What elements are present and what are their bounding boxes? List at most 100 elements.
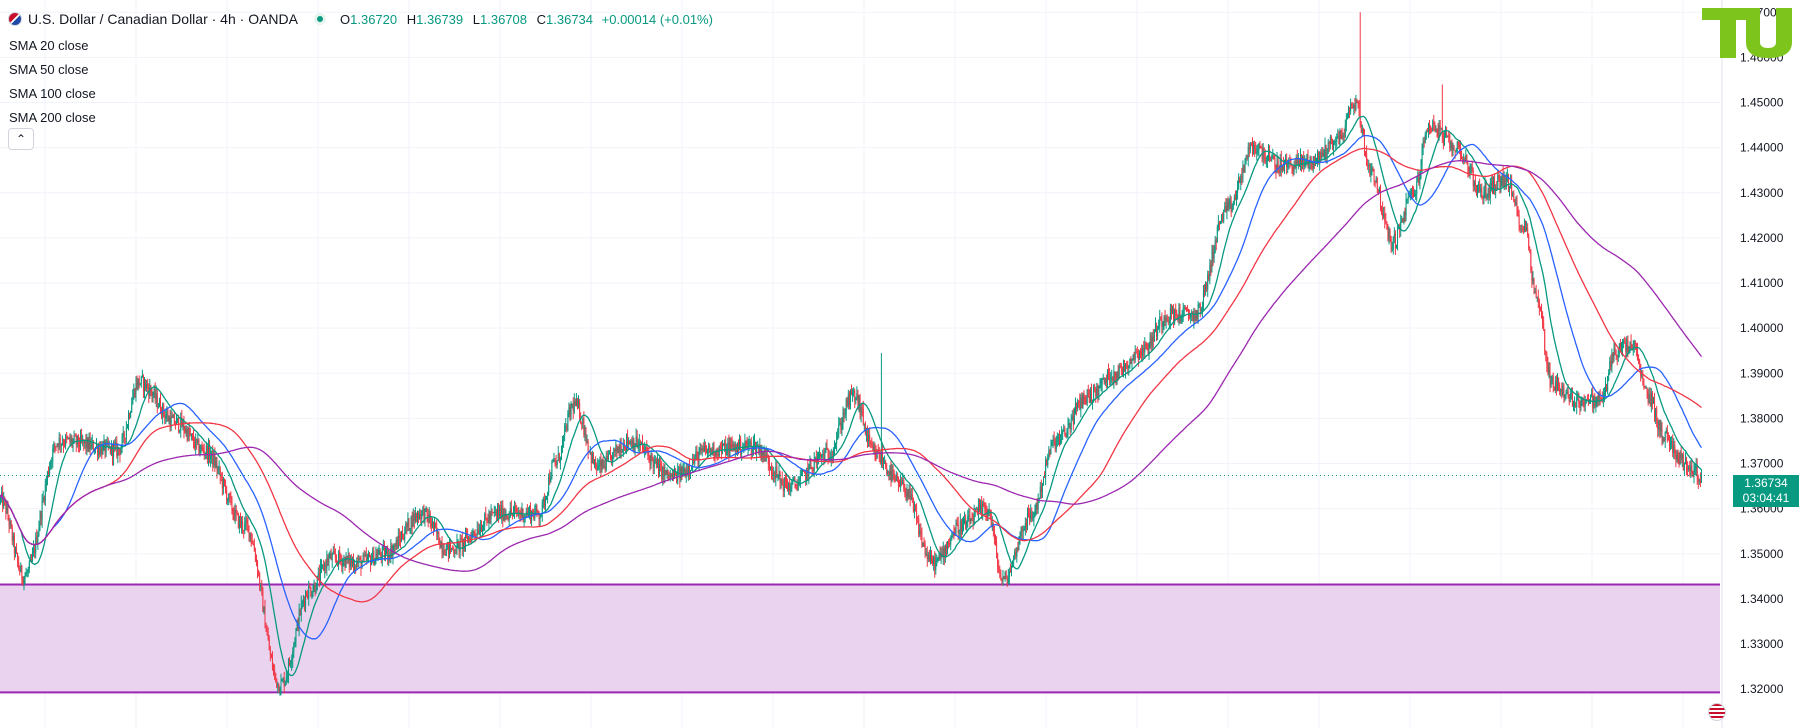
candle-body	[1688, 466, 1690, 470]
candle-body	[417, 512, 419, 519]
candle-body	[1133, 354, 1135, 360]
candle-body	[726, 451, 728, 456]
candle-body	[590, 451, 592, 464]
candle-body	[244, 523, 246, 531]
market-status-icon[interactable]	[314, 13, 326, 25]
candle-body	[164, 414, 166, 419]
candle-body	[1340, 131, 1342, 135]
candle-body	[881, 452, 883, 464]
candle-body	[1517, 208, 1519, 215]
candle-body	[1319, 152, 1321, 163]
candle-body	[1571, 393, 1573, 407]
candle-body	[1591, 393, 1593, 396]
candle-body	[1207, 274, 1209, 290]
candle-body	[1307, 154, 1309, 166]
candle-body	[1238, 178, 1240, 189]
candle-body	[1619, 343, 1621, 351]
symbol-title[interactable]: U.S. Dollar / Canadian Dollar · 4h · OAN…	[28, 11, 298, 27]
candle-body	[1672, 441, 1674, 453]
candle-body	[1224, 206, 1226, 210]
candle-body	[314, 584, 316, 593]
candle-body	[1424, 134, 1426, 144]
candle-body	[1561, 389, 1563, 395]
candle-body	[351, 560, 353, 564]
candle-body	[1205, 283, 1207, 291]
candle-body	[348, 555, 350, 566]
candle-body	[938, 552, 940, 558]
candle-body	[782, 484, 784, 491]
candle-body	[19, 568, 21, 573]
indicator-sma-50[interactable]: SMA 50 close	[9, 58, 96, 82]
candle-body	[675, 471, 677, 475]
candle-body	[1215, 240, 1217, 243]
candle-body	[211, 450, 213, 456]
candle-body	[740, 438, 742, 454]
candle-body	[328, 557, 330, 563]
chevron-up-icon: ⌃	[15, 132, 27, 146]
candle-body	[878, 451, 880, 459]
candle-body	[361, 562, 363, 569]
candle-body	[643, 447, 645, 451]
candle-body	[572, 404, 574, 412]
candle-body	[1337, 135, 1339, 137]
candle-body	[45, 480, 47, 485]
candle-body	[658, 460, 660, 475]
candle-body	[285, 677, 287, 682]
candle-body	[1505, 178, 1507, 187]
candle-body	[942, 548, 944, 557]
candle-body	[1271, 158, 1273, 160]
candle-body	[980, 503, 982, 510]
indicator-sma-200[interactable]: SMA 200 close	[9, 106, 96, 130]
price-axis[interactable]: 1.470001.460001.450001.440001.430001.420…	[1721, 0, 1800, 728]
candle-body	[1419, 173, 1421, 184]
candle-body	[276, 678, 278, 688]
candle-body	[774, 472, 776, 479]
candle-body	[197, 439, 199, 443]
candle-body	[8, 517, 10, 526]
candle-body	[7, 507, 9, 518]
candle-body	[97, 445, 99, 455]
candle-body	[1677, 454, 1679, 459]
candle-body	[964, 518, 966, 525]
candle-body	[44, 484, 46, 501]
candle-body	[1623, 341, 1625, 343]
candle-body	[1490, 182, 1492, 186]
candle-body	[1145, 343, 1147, 346]
indicator-sma-20[interactable]: SMA 20 close	[9, 34, 96, 58]
candle-body	[567, 413, 569, 431]
collapse-legend-button[interactable]: ⌃	[8, 128, 34, 150]
candle-body	[1101, 379, 1103, 386]
candle-body	[1108, 370, 1110, 374]
candle-body	[508, 517, 510, 520]
candle-body	[652, 459, 654, 468]
candle-body	[1423, 141, 1425, 144]
candle-body	[158, 399, 160, 407]
candle-body	[1311, 162, 1313, 169]
candle-body	[453, 549, 455, 554]
candle-body	[975, 508, 977, 510]
candle-body	[724, 442, 726, 446]
indicator-name: SMA	[9, 38, 37, 53]
candle-body	[70, 438, 72, 442]
candle-body	[1401, 218, 1403, 222]
candle-body	[1521, 228, 1523, 230]
candle-body	[5, 501, 7, 514]
candle-body	[334, 553, 336, 559]
candle-body	[558, 453, 560, 462]
candle-body	[1375, 178, 1377, 182]
candle-body	[1002, 576, 1004, 581]
candle-body	[409, 528, 411, 531]
candle-body	[653, 460, 655, 468]
candle-body	[422, 508, 424, 511]
candle-body	[411, 516, 413, 528]
candle-body	[587, 441, 589, 452]
candle-body	[1280, 158, 1282, 171]
candle-body	[1557, 377, 1559, 391]
candle-body	[904, 488, 906, 495]
candle-body	[1067, 424, 1069, 431]
candle-body	[624, 448, 626, 450]
us-flag-icon[interactable]	[1708, 703, 1726, 721]
candle-body	[651, 454, 653, 460]
indicator-sma-100[interactable]: SMA 100 close	[9, 82, 96, 106]
